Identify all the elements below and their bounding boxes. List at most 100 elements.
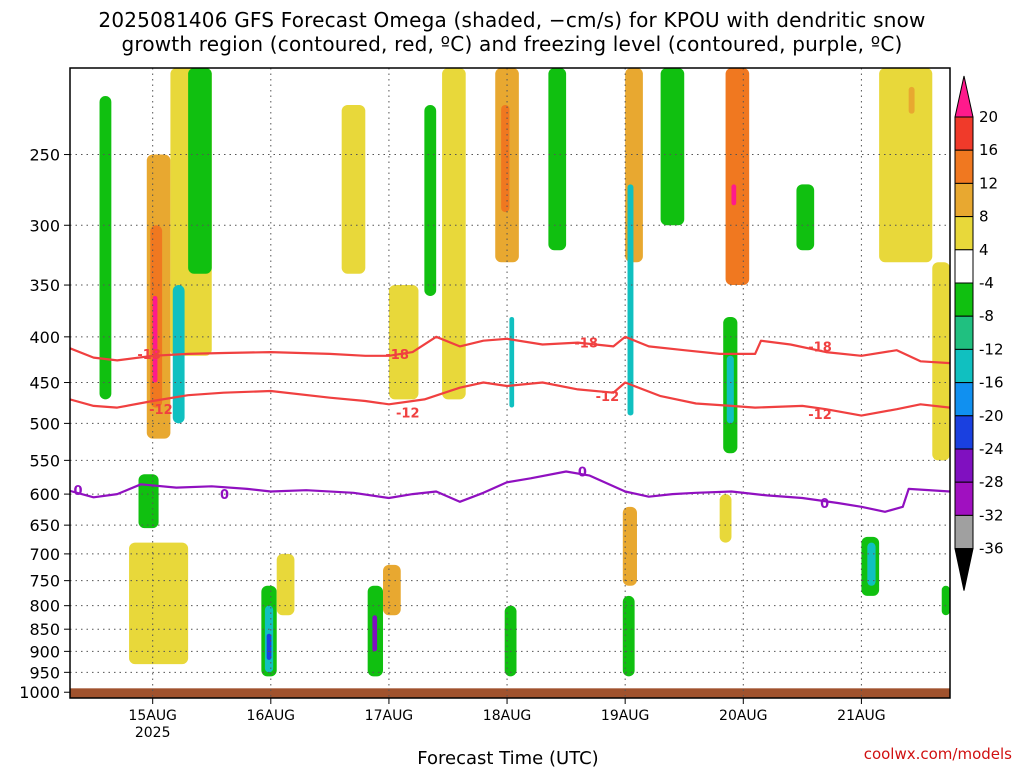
omega-region	[424, 104, 437, 296]
x-tick-label: 21AUG	[837, 708, 886, 724]
y-tick-label: 950	[29, 663, 60, 682]
colorbar-swatch	[954, 282, 974, 317]
omega-region	[941, 585, 950, 616]
omega-region	[138, 474, 159, 529]
colorbar-tick-label: 4	[979, 241, 989, 259]
colorbar-tick-label: -12	[979, 340, 1004, 358]
omega-region	[341, 104, 366, 274]
colorbar-tick-label: 20	[979, 108, 998, 126]
grid-lines	[70, 68, 950, 698]
colorbar-swatch	[954, 481, 974, 516]
omega-region	[622, 595, 635, 677]
y-tick-label: 1000	[19, 683, 60, 702]
colorbar-tick-label: 8	[979, 208, 989, 226]
contour-label: -12	[596, 390, 620, 405]
y-tick-label: 800	[29, 597, 60, 616]
x-tick-label: 15AUG	[128, 708, 177, 724]
colorbar-tick-label: -32	[979, 506, 1004, 524]
omega-region	[152, 295, 158, 383]
omega-region	[509, 316, 515, 408]
y-tick-label: 650	[29, 516, 60, 535]
contour-label: 0	[578, 465, 587, 480]
chart-title: 2025081406 GFS Forecast Omega (shaded, −…	[0, 8, 1024, 56]
colorbar-tick-label: -16	[979, 374, 1004, 392]
colorbar-tick-label: -36	[979, 540, 1004, 558]
y-tick-label: 600	[29, 485, 60, 504]
omega-region	[627, 184, 634, 416]
omega-region	[622, 506, 637, 586]
omega-region	[548, 68, 567, 251]
x-axis: 15AUG 16AUG 17AUG 18AUG 19AUG 20AUG 21AUG 2025	[128, 698, 886, 741]
contour-label: -12	[149, 403, 173, 418]
omega-region	[731, 184, 737, 206]
contour-label: -12	[396, 406, 420, 421]
omega-region	[129, 542, 189, 665]
contour-label: -18	[137, 348, 161, 363]
colorbar-bottom-arrow	[954, 548, 974, 591]
omega-region	[504, 605, 517, 677]
omega-region	[725, 68, 750, 286]
y-tick-label: 550	[29, 451, 60, 470]
y-tick-label: 750	[29, 572, 60, 591]
y-tick-label: 500	[29, 414, 60, 433]
colorbar-swatch	[954, 348, 974, 384]
omega-region	[932, 262, 950, 461]
omega-shading	[99, 68, 950, 677]
omega-region	[442, 68, 466, 400]
x-axis-title: Forecast Time (UTC)	[417, 748, 598, 768]
contour-line	[70, 335, 950, 365]
y-tick-label: 350	[29, 276, 60, 295]
colorbar-swatch	[954, 315, 974, 350]
y-tick-label: 450	[29, 374, 60, 393]
colorbar-swatch	[954, 182, 974, 218]
omega-region	[660, 68, 685, 226]
y-tick-label: 400	[29, 328, 60, 347]
contour-label: 0	[220, 488, 229, 503]
ground-layer	[70, 688, 950, 698]
contour-line	[70, 470, 950, 513]
contour-labels: -18 -18 -18 -18 -12 -12 -12 -12 0 0 0 0	[74, 337, 832, 512]
colorbar-swatch	[954, 514, 974, 550]
y-tick-label: 300	[29, 216, 60, 235]
colorbar-swatch	[954, 149, 974, 184]
colorbar-tick-label: -24	[979, 440, 1004, 458]
watermark-link[interactable]: coolwx.com/models	[863, 745, 1012, 763]
colorbar-tick-label: -20	[979, 407, 1004, 425]
omega-region	[372, 615, 378, 652]
x-tick-label: 16AUG	[247, 708, 296, 724]
colorbar-swatch	[954, 216, 974, 251]
y-axis: 250 300 350 400 450 500 550 600 650 700 750 800 850 9…	[19, 146, 70, 702]
omega-region	[908, 86, 915, 114]
contour-label: -12	[808, 408, 832, 423]
omega-region	[719, 494, 732, 543]
omega-region	[276, 553, 295, 616]
ground-fill	[70, 688, 950, 698]
omega-region	[383, 564, 401, 616]
contour-label: 0	[74, 484, 83, 499]
y-tick-label: 250	[29, 146, 60, 165]
contour-lines	[70, 335, 950, 513]
contour-label: -18	[808, 340, 832, 355]
y-tick-label: 850	[29, 620, 60, 639]
y-tick-label: 900	[29, 642, 60, 661]
x-tick-year-label: 2025	[135, 725, 171, 741]
contour-label: 0	[820, 497, 829, 512]
omega-region	[266, 633, 272, 660]
contour-label: -18	[385, 348, 409, 363]
y-tick-label: 700	[29, 545, 60, 564]
colorbar-swatch	[954, 415, 974, 450]
colorbar-swatch	[954, 249, 974, 284]
x-tick-label: 20AUG	[719, 708, 768, 724]
colorbar: 20 16 12 8 4 -4 -8 -12 -16 -20 -24 -28 -32 -36	[954, 75, 1004, 591]
colorbar-tick-label: -8	[979, 307, 994, 325]
colorbar-swatch	[954, 382, 974, 417]
colorbar-top-arrow	[954, 75, 974, 118]
x-tick-label: 18AUG	[483, 708, 532, 724]
colorbar-tick-label: 12	[979, 174, 998, 192]
colorbar-swatch	[954, 448, 974, 483]
colorbar-tick-label: -4	[979, 274, 994, 292]
omega-region	[188, 68, 212, 274]
omega-region	[867, 542, 876, 586]
x-tick-label: 19AUG	[601, 708, 650, 724]
